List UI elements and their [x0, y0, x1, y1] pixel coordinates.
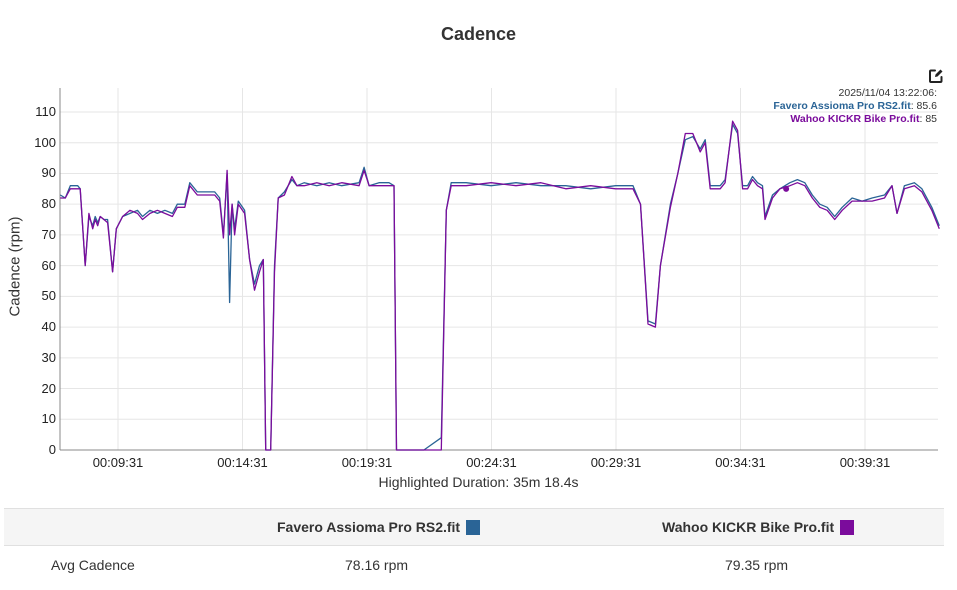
- stats-table: Favero Assioma Pro RS2.fit Wahoo KICKR B…: [4, 508, 944, 584]
- y-tick-label: 10: [41, 411, 56, 427]
- y-tick-label: 20: [41, 380, 56, 396]
- tooltip-timestamp: 2025/11/04 13:22:06:: [838, 87, 937, 99]
- x-tick-label: 00:19:31: [341, 455, 393, 470]
- tooltip-series-wahoo: Wahoo KICKR Bike Pro.fit: 85: [790, 113, 937, 125]
- y-tick-label: 100: [34, 134, 56, 150]
- x-tick-label: 00:14:31: [217, 455, 268, 470]
- series-line-0: [59, 123, 940, 451]
- y-tick-label: 90: [41, 165, 56, 181]
- x-tick-label: 00:09:31: [92, 455, 144, 470]
- favero-value: 78.16 rpm: [345, 557, 409, 573]
- y-tick-label: 70: [41, 226, 56, 242]
- series-line-1: [60, 120, 940, 451]
- highlighted-duration: Highlighted Duration: 35m 18.4s: [378, 474, 579, 490]
- y-tick-label: 0: [48, 442, 56, 457]
- y-tick-label: 80: [41, 196, 56, 212]
- hover-marker: [783, 185, 790, 192]
- y-tick-label: 60: [41, 257, 56, 273]
- hover-tooltip: 2025/11/04 13:22:06: Favero Assioma Pro …: [773, 87, 937, 126]
- table-row: Avg Cadence 78.16 rpm 79.35 rpm: [4, 546, 944, 584]
- header-wahoo: Wahoo KICKR Bike Pro.fit: [662, 519, 855, 535]
- wahoo-color-swatch: [840, 519, 855, 535]
- y-tick-label: 110: [35, 104, 56, 119]
- x-tick-label: 00:29:31: [590, 455, 642, 470]
- edit-icon[interactable]: [928, 68, 944, 84]
- header-favero: Favero Assioma Pro RS2.fit: [277, 519, 481, 535]
- y-tick-label: 50: [41, 288, 56, 304]
- wahoo-value: 79.35 rpm: [725, 557, 789, 573]
- x-tick-label: 00:39:31: [839, 455, 891, 470]
- cadence-chart-plot[interactable]: [0, 0, 957, 470]
- favero-color-swatch: [466, 519, 481, 535]
- x-tick-label: 00:24:31: [466, 455, 517, 470]
- tooltip-series-favero: Favero Assioma Pro RS2.fit: 85.6: [773, 100, 937, 112]
- chart-title: Cadence: [440, 24, 517, 44]
- x-tick-label: 00:34:31: [715, 455, 766, 470]
- row-label: Avg Cadence: [51, 557, 135, 573]
- stats-table-header: Favero Assioma Pro RS2.fit Wahoo KICKR B…: [4, 508, 944, 546]
- y-tick-label: 30: [41, 349, 56, 365]
- y-tick-label: 40: [41, 319, 56, 335]
